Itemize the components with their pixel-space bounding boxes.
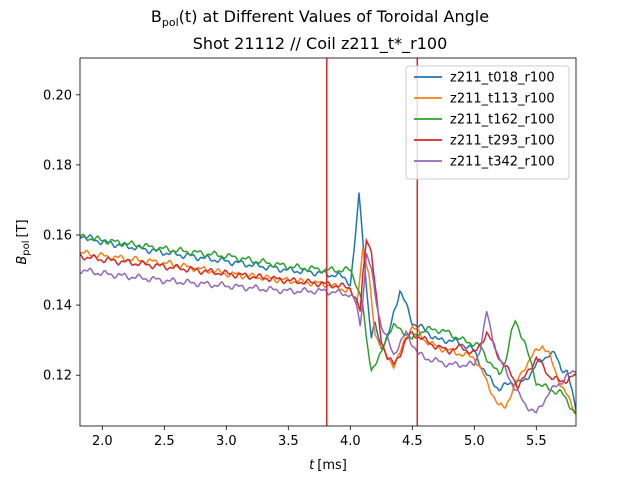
y-axis-symbol: B: [15, 256, 30, 265]
series-line-z211_t162_r100: [80, 233, 576, 415]
y-axis-unit: [T]: [15, 219, 30, 237]
x-tick-label: 4.0: [340, 434, 361, 449]
legend-label: z211_t342_r100: [450, 155, 555, 170]
y-tick-label: 0.16: [43, 228, 72, 243]
y-tick-label: 0.12: [43, 369, 72, 384]
plot-frame: [79, 57, 577, 427]
x-axis-symbol: t: [309, 458, 315, 473]
x-tick-label: 4.5: [402, 434, 423, 449]
y-tick-label: 0.20: [43, 88, 72, 103]
legend-box: [405, 65, 570, 180]
chart-subtitle: Shot 21112 // Coil z211_t*_r100: [193, 34, 448, 54]
legend-label: z211_t113_r100: [450, 92, 555, 107]
legend: z211_t018_r100 z211_t113_r100 z211_t162_r1…: [405, 65, 570, 180]
y-ticks: 0.12 0.14 0.16 0.18 0.20: [43, 88, 80, 384]
x-tick-label: 2.5: [154, 434, 175, 449]
x-tick-label: 2.0: [92, 434, 113, 449]
title-symbol: B: [151, 7, 162, 26]
x-tick-label: 3.0: [216, 434, 237, 449]
series-group: [80, 192, 576, 415]
chart-title: Bpol(t) at Different Values of Toroidal …: [151, 7, 489, 29]
y-tick-label: 0.14: [43, 299, 72, 314]
x-ticks: 2.0 2.5 3.0 3.5 4.0 4.5 5.0 5.5: [92, 426, 547, 449]
x-axis-label: t [ms]: [309, 458, 347, 473]
x-tick-label: 5.5: [526, 434, 547, 449]
title-text: (t) at Different Values of Toroidal Angl…: [179, 7, 489, 26]
legend-label: z211_t018_r100: [450, 71, 555, 86]
y-axis-subscript: pol: [21, 240, 32, 255]
title-subscript: pol: [162, 16, 179, 29]
x-tick-label: 3.5: [278, 434, 299, 449]
x-axis-unit: [ms]: [317, 458, 347, 473]
legend-label: z211_t162_r100: [450, 113, 555, 128]
y-tick-label: 0.18: [43, 158, 72, 173]
legend-label: z211_t293_r100: [450, 134, 555, 149]
y-axis-label: Bpol [T]: [15, 219, 32, 264]
x-tick-label: 5.0: [464, 434, 485, 449]
series-line-z211_t342_r100: [80, 252, 576, 414]
series-line-z211_t293_r100: [80, 237, 576, 391]
